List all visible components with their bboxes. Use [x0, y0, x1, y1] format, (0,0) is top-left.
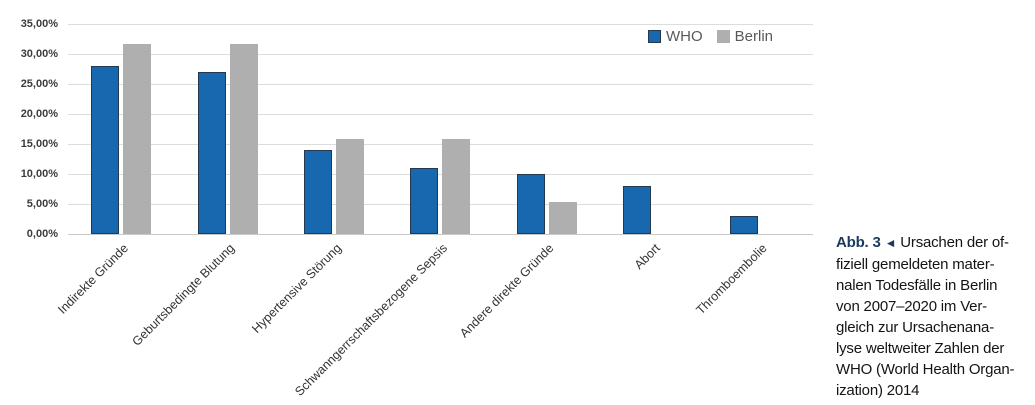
bar-group — [387, 24, 493, 234]
legend-swatch-icon — [647, 30, 661, 43]
bar-who — [516, 174, 545, 234]
bar-groups — [68, 24, 813, 234]
gridline — [68, 174, 813, 175]
legend-label: WHO — [665, 28, 703, 45]
bar-chart: 0,00% 5,00% 10,00% 15,00% 20,00% 25,00% 30,00%… — [0, 18, 813, 405]
plot-area: WHO Berlin — [68, 24, 813, 235]
x-axis-labels: Indirekte Gründe Geburtsbedingte Blutung H… — [55, 235, 813, 405]
legend-item-berlin: Berlin — [716, 28, 773, 45]
bar-group — [494, 24, 600, 234]
x-category-label: Abort — [632, 241, 664, 273]
y-tick-label: 35,00% — [20, 18, 58, 30]
chart-legend: WHO Berlin — [647, 28, 773, 45]
bar-who — [91, 66, 120, 234]
figure-caption: Abb. 3 ◄ Ursachen der of-fiziell gemelde… — [831, 232, 1035, 405]
y-axis: 0,00% 5,00% 10,00% 15,00% 20,00% 25,00% 30,00%… — [0, 18, 68, 240]
bar-group — [600, 24, 706, 234]
bar-group — [281, 24, 387, 234]
gridline — [68, 84, 813, 85]
bar-who — [410, 168, 439, 234]
bar-berlin — [548, 202, 577, 234]
bar-berlin — [229, 44, 258, 234]
legend-item-who: WHO — [647, 28, 703, 45]
bar-group — [707, 24, 813, 234]
bar-who — [197, 72, 226, 234]
x-category-label: Hypertensive Störung — [249, 241, 344, 336]
gridline — [68, 114, 813, 115]
y-tick-label: 10,00% — [20, 168, 58, 180]
gridline — [68, 144, 813, 145]
x-category-label: Thromboembolie — [693, 241, 770, 318]
bar-berlin — [123, 44, 152, 234]
gridline — [68, 24, 813, 25]
gridline — [68, 204, 813, 205]
y-tick-label: 30,00% — [20, 48, 58, 60]
legend-label: Berlin — [734, 28, 773, 45]
y-tick-label: 5,00% — [26, 198, 58, 210]
gridline — [68, 54, 813, 55]
x-category-label: Andere direkte Gründe — [457, 241, 557, 341]
x-category-label: Geburtsbedingte Blutung — [129, 241, 238, 349]
bar-group — [174, 24, 280, 234]
caption-label: Abb. 3 — [836, 234, 881, 251]
bar-who — [729, 216, 758, 234]
caption-text: Ursachen der of-fiziell gemeldeten mater… — [836, 234, 1015, 399]
bar-who — [304, 150, 333, 234]
y-tick-label: 0,00% — [26, 228, 58, 240]
x-category-label: Indirekte Gründe — [55, 241, 132, 317]
caption-arrow-icon: ◄ — [884, 236, 897, 250]
bar-berlin — [336, 139, 365, 234]
bar-group — [68, 24, 174, 234]
y-tick-label: 15,00% — [20, 138, 58, 150]
y-tick-label: 25,00% — [20, 78, 58, 90]
bar-who — [623, 186, 652, 234]
bar-berlin — [442, 139, 471, 234]
y-tick-label: 20,00% — [20, 108, 58, 120]
legend-swatch-icon — [716, 30, 730, 43]
